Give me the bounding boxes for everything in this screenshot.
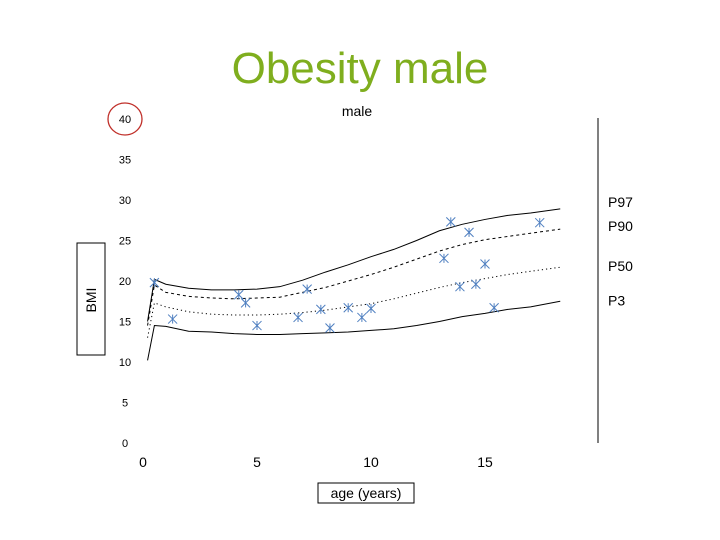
y-tick-label: 5: [122, 398, 128, 410]
y-tick-label: 25: [119, 236, 131, 248]
data-point: [471, 279, 481, 290]
percentile-curve-p97: [147, 208, 561, 322]
data-point: [455, 281, 465, 292]
y-tick-label: 30: [119, 195, 131, 207]
data-point: [233, 289, 244, 300]
x-tick-label: 15: [477, 454, 493, 470]
percentile-label-p50: P50: [608, 258, 633, 274]
y-axis-label: BMI: [83, 288, 99, 313]
data-point: [252, 320, 262, 331]
data-point: [534, 217, 545, 228]
chart-title: male: [342, 103, 373, 119]
data-point: [366, 303, 376, 314]
data-point: [293, 312, 303, 323]
percentile-curve-p50: [147, 266, 561, 338]
y-tick-label: 0: [122, 438, 128, 450]
ylabel-box: [76, 242, 106, 356]
data-point: [149, 277, 160, 288]
data-point: [167, 314, 178, 324]
slide-title: Obesity male: [231, 44, 489, 93]
data-point: [302, 284, 313, 294]
data-point: [357, 312, 367, 323]
data-point: [343, 302, 354, 313]
y-tick-label: 15: [119, 317, 131, 329]
highlight-circle: [107, 102, 143, 136]
y-tick-label: 40: [119, 114, 131, 126]
y-tick-label: 20: [119, 276, 131, 288]
y-tick-label: 35: [119, 155, 131, 167]
percentile-label-p3: P3: [608, 292, 625, 308]
x-tick-label: 5: [253, 454, 261, 470]
data-point: [240, 298, 251, 308]
data-point: [489, 302, 499, 313]
xlabel-box: [317, 482, 415, 504]
data-point: [325, 323, 335, 333]
x-axis-label: age (years): [331, 485, 402, 501]
y-tick-label: 10: [119, 357, 131, 369]
percentile-label-p90: P90: [608, 218, 633, 234]
x-tick-label: 0: [139, 454, 147, 470]
x-tick-label: 10: [363, 454, 379, 470]
percentile-curve-p90: [147, 228, 561, 326]
percentile-label-p97: P97: [608, 194, 633, 210]
percentile-curve-p3: [147, 300, 561, 361]
data-point: [480, 259, 490, 269]
data-point: [464, 227, 474, 238]
data-point: [439, 253, 449, 264]
data-point: [445, 217, 456, 227]
data-point: [315, 304, 326, 315]
